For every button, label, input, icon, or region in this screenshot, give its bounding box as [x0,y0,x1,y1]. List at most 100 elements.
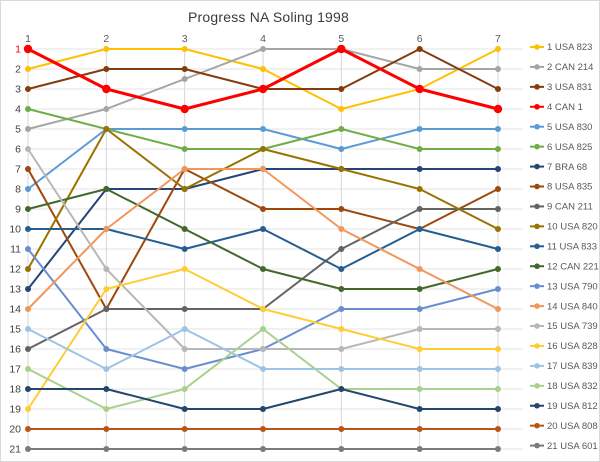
data-point-marker [338,346,345,352]
data-point-marker [416,126,423,132]
data-point-marker [416,346,423,352]
legend-marker-icon [534,123,540,130]
legend-marker-icon [534,422,540,429]
legend-marker-icon [534,163,540,170]
data-point-marker [338,386,345,392]
data-point-marker [416,166,423,172]
y-tick-label: 15 [9,324,21,336]
data-point-marker [103,306,110,312]
x-tick-label: 5 [338,33,344,45]
legend-item-label: 14 USA 840 [547,301,598,312]
y-tick-label: 20 [9,424,21,436]
legend-marker-icon [534,203,540,210]
data-point-marker [338,366,345,372]
data-point-marker [259,46,266,52]
data-point-marker [416,206,423,212]
data-point-marker [25,246,31,252]
data-point-marker [494,366,501,372]
legend-marker-icon [534,402,540,409]
data-point-marker [181,366,188,372]
data-point-marker [103,346,110,352]
data-point-marker [494,206,501,212]
legend-marker-icon [534,442,540,449]
x-tick-label: 1 [25,33,31,45]
legend-marker-icon [534,263,540,270]
data-point-marker [416,446,423,452]
data-point-marker [259,446,266,452]
y-tick-label: 4 [15,104,21,116]
legend-item-label: 21 USA 601 [547,441,598,452]
data-point-marker [494,446,501,452]
legend-item-label: 20 USA 808 [547,421,598,432]
data-point-marker [259,166,266,172]
data-point-marker [494,346,501,352]
legend-marker-icon [534,44,540,50]
data-point-marker [181,246,188,252]
data-point-marker [103,426,110,432]
data-point-marker [181,66,188,72]
data-point-marker [102,84,111,94]
data-point-marker [338,166,345,172]
data-point-marker [181,146,188,152]
data-point-marker [25,266,31,272]
legend-marker-icon [534,363,540,369]
legend-marker-icon [534,183,540,190]
data-point-marker [494,66,501,72]
data-point-marker [416,286,423,292]
chart-title: Progress NA Soling 1998 [187,9,350,25]
y-tick-label: 8 [15,184,21,196]
data-point-marker [338,266,345,272]
legend-item-label: 16 USA 828 [547,341,598,352]
y-tick-label: 2 [15,64,21,76]
data-point-marker [259,326,266,332]
data-point-marker [494,226,501,232]
data-point-marker [338,426,345,432]
legend-item-label: 3 USA 831 [547,82,592,93]
data-point-marker [103,446,110,452]
data-point-marker [181,346,188,352]
data-point-marker [181,266,188,272]
data-point-marker [338,286,345,292]
data-point-marker [25,226,31,232]
data-point-marker [103,126,110,132]
data-point-marker [494,306,501,312]
data-point-marker [25,386,31,392]
y-tick-label: 7 [15,164,21,176]
legend-item-label: 2 CAN 214 [547,62,593,73]
y-tick-label: 11 [10,244,21,256]
data-point-marker [259,426,266,432]
data-point-marker [494,86,501,92]
data-point-marker [494,286,501,292]
data-point-marker [25,86,31,92]
data-point-marker [25,346,31,352]
y-tick-label: 19 [9,404,21,416]
data-point-marker [103,186,110,192]
data-point-marker [338,446,345,452]
data-point-marker [494,386,501,392]
data-point-marker [181,46,188,52]
data-point-marker [181,166,188,172]
x-tick-label: 3 [182,33,188,45]
data-point-marker [494,46,501,52]
data-point-marker [338,226,345,232]
data-point-marker [180,104,189,114]
data-point-marker [25,366,31,372]
data-point-marker [259,226,266,232]
data-point-marker [416,406,423,412]
data-point-marker [494,126,501,132]
legend-item-label: 5 USA 830 [547,122,592,133]
data-point-marker [416,306,423,312]
x-tick-label: 2 [103,33,109,45]
data-point-marker [103,46,110,52]
y-tick-label: 12 [9,264,21,276]
data-point-marker [25,146,31,152]
data-point-marker [416,66,423,72]
data-point-marker [23,44,33,54]
data-point-marker [416,226,423,232]
legend-item-label: 12 CAN 221 [547,261,599,272]
data-point-marker [416,186,423,192]
data-point-marker [494,146,501,152]
data-point-marker [494,426,501,432]
